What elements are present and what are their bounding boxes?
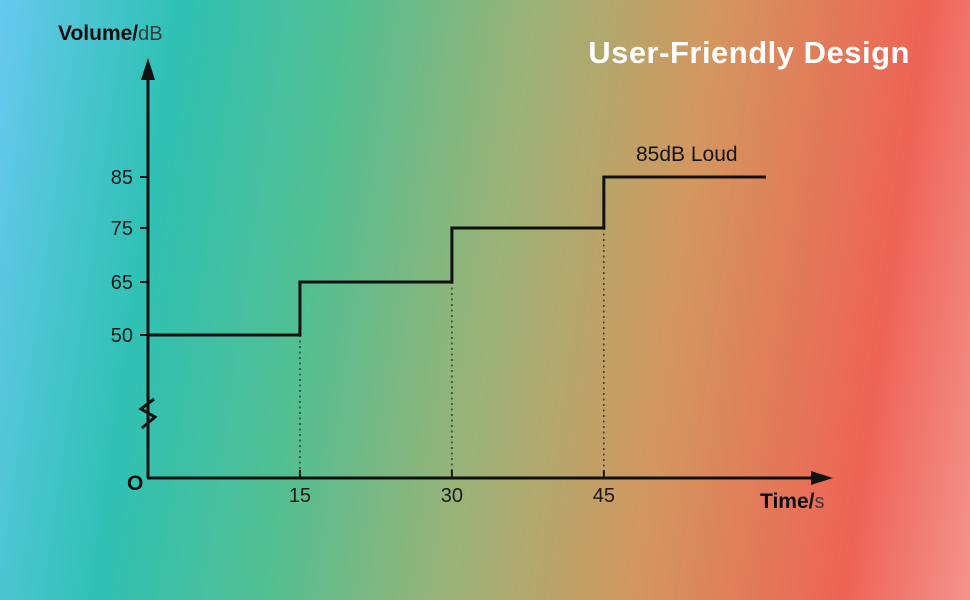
y-axis-label-name: Volume/	[58, 22, 139, 45]
y-tick-label: 50	[111, 325, 133, 347]
y-tick-label: 65	[111, 272, 133, 294]
y-axis-label: Volume/dB	[58, 22, 163, 46]
x-axis-arrow	[811, 471, 833, 485]
y-axis-arrow	[141, 58, 155, 80]
x-tick-label: 45	[593, 485, 615, 507]
x-axis-label: Time/s	[760, 490, 824, 514]
origin-label: O	[127, 472, 144, 495]
y-axis-break	[138, 397, 158, 430]
y-tick-label: 85	[111, 167, 133, 189]
page-title: User-Friendly Design	[588, 35, 910, 70]
x-tick-label: 15	[289, 485, 311, 507]
loudness-annotation: 85dB Loud	[636, 143, 738, 166]
y-axis-label-unit: dB	[138, 23, 163, 45]
x-axis-label-name: Time/	[760, 490, 815, 513]
x-axis-label-unit: s	[814, 491, 825, 513]
volume-step-line	[148, 175, 766, 337]
y-tick-label: 75	[111, 218, 133, 240]
x-tick-label: 30	[441, 485, 463, 507]
